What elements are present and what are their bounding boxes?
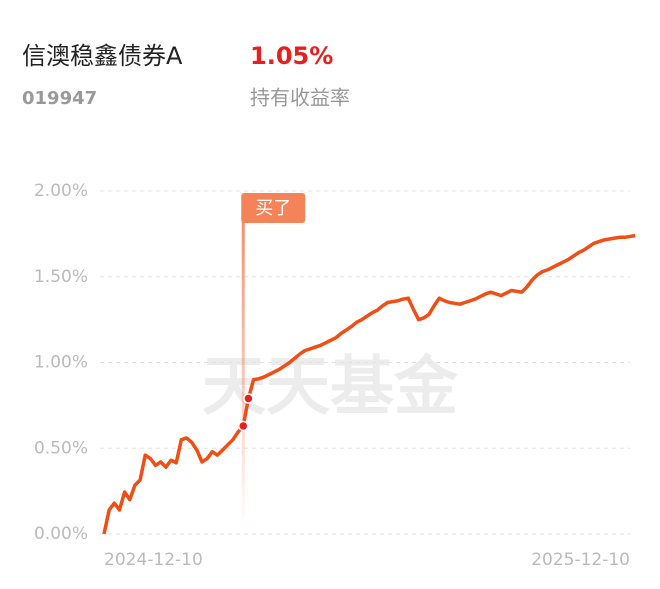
return-value: 1.05% (250, 42, 333, 70)
return-label: 持有收益率 (250, 86, 350, 110)
fund-name: 信澳稳鑫债券A (22, 42, 183, 70)
series-line (102, 233, 636, 535)
buy-line (241, 222, 245, 530)
y-tick-label: 2.00% (34, 181, 88, 201)
x-tick-label: 2025-12-10 (531, 550, 630, 570)
y-tick-label: 0.50% (34, 438, 88, 458)
buy-tag (241, 193, 306, 223)
y-tick-label: 0.00% (34, 524, 88, 544)
buy-point (243, 393, 254, 404)
watermark: 天天基金 (202, 350, 459, 425)
fund-code: 019947 (22, 88, 97, 109)
y-tick-label: 1.50% (34, 267, 88, 287)
x-tick-label: 2024-12-10 (104, 550, 203, 570)
y-tick-label: 1.00% (34, 353, 88, 373)
buy-point (237, 420, 249, 432)
buy-tag-label: 买了 (255, 198, 291, 219)
